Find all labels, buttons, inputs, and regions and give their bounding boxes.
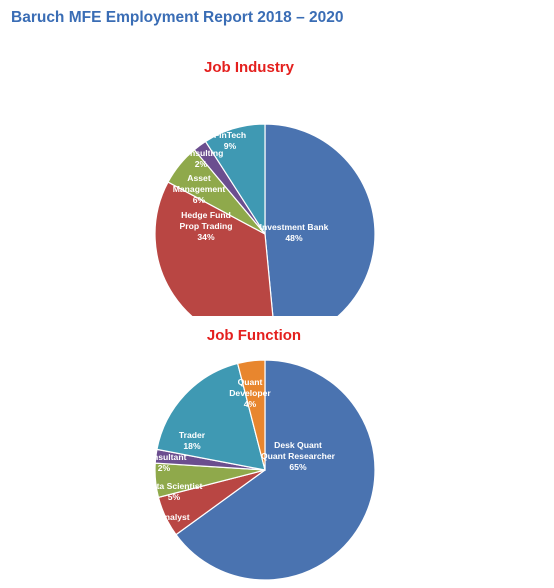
job-industry-title: Job Industry [204, 59, 295, 76]
job-function-slices [154, 359, 376, 581]
function-label-quant-developer: Quant Developer 4% [229, 377, 271, 409]
function-label-trader: Trader 18% [179, 430, 206, 451]
industry-label-investment-bank: Investment Bank 48% [260, 222, 329, 243]
industry-label-consulting: Consulting 2% [179, 148, 224, 169]
function-slice-desk-quant-quant-researcher [175, 359, 376, 581]
industry-slice-investment-bank [264, 123, 376, 316]
industry-label-fintech: FinTech 9% [214, 130, 246, 151]
function-label-data-scientist: Data Scientist 5% [146, 481, 203, 502]
industry-label-asset-management: Asset Management 6% [173, 173, 226, 205]
job-function-chart: Job Function Desk Quant Quant Researcher 6… [44, 318, 514, 588]
industry-slice-fintech [204, 123, 266, 237]
job-industry-slices [154, 123, 376, 316]
job-function-title: Job Function [207, 327, 301, 344]
industry-slice-hedge-fund-prop-trading [154, 181, 274, 316]
job-function-pie: Job Function Desk Quant Quant Researcher 6… [138, 327, 376, 581]
industry-label-hedge-fund-prop-trading: Hedge Fund Prop Trading 34% [180, 210, 233, 242]
function-slice-quant-developer [236, 359, 266, 471]
function-label-risk-analyst: Risk Analyst 6% [138, 512, 189, 533]
job-industry-pie: Job Industry Investment Bank 48% Hedge Fun… [154, 59, 376, 316]
function-label-desk-quant-quant-researcher: Desk Quant Quant Researcher 65% [261, 440, 336, 472]
function-label-consultant: Consultant 2% [142, 452, 187, 473]
job-industry-chart: Job Industry Investment Bank 48% Hedge Fun… [44, 48, 514, 316]
function-slice-trader [156, 362, 266, 471]
job-function-labels: Desk Quant Quant Researcher 65% Risk Analys… [138, 377, 335, 533]
job-industry-labels: Investment Bank 48% Hedge Fund Prop Trading… [173, 130, 329, 243]
page-title: Baruch MFE Employment Report 2018 – 2020 [11, 9, 344, 26]
